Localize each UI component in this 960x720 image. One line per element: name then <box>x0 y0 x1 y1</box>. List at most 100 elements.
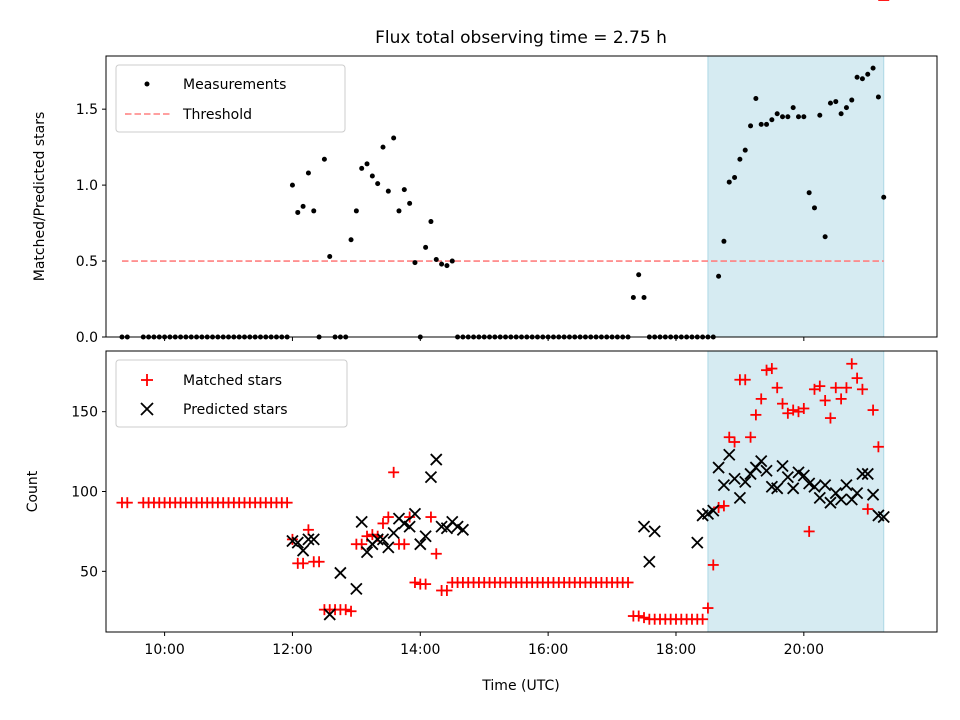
matched-star-point <box>872 441 884 453</box>
predicted-star-point <box>414 538 427 551</box>
predicted-star-point <box>712 461 725 474</box>
x-axis-label: Time (UTC) <box>481 678 559 694</box>
predicted-star-point <box>840 478 853 492</box>
x-tick-label: 20:00 <box>784 642 824 658</box>
measurement-point <box>737 156 743 162</box>
predicted-star-point <box>419 530 432 543</box>
measurement-point <box>423 244 429 250</box>
measurement-point <box>721 238 727 244</box>
predicted-star-point <box>376 533 390 546</box>
matched-star-point <box>745 431 757 443</box>
matched-star-point <box>121 497 133 509</box>
matched-star-point <box>313 556 325 568</box>
predicted-star-point <box>387 526 400 540</box>
matched-star-point <box>846 358 858 370</box>
matched-star-point <box>707 559 719 571</box>
measurement-point <box>817 112 823 118</box>
y-axis-label: Count <box>25 470 41 512</box>
measurement-point <box>327 253 333 259</box>
predicted-star-point <box>776 459 789 473</box>
measurement-point <box>849 97 855 103</box>
measurement-point <box>881 194 887 200</box>
x-tick-label: 12:00 <box>272 642 312 658</box>
predicted-star-point <box>866 488 880 501</box>
predicted-star-point <box>739 475 752 489</box>
measurement-point <box>774 111 780 117</box>
matched-star-point <box>761 364 773 376</box>
predicted-star-point <box>787 482 800 495</box>
legend-label-measurements: Measurements <box>183 77 286 93</box>
measurement-point <box>348 237 354 243</box>
predicted-star-point <box>408 507 422 520</box>
x-tick-label: 14:00 <box>400 642 440 658</box>
predicted-star-point <box>350 582 363 596</box>
x-tick-label: 10:00 <box>144 642 184 658</box>
matched-star-point <box>302 524 314 536</box>
predicted-star-point <box>808 480 821 493</box>
measurement-point <box>449 258 455 264</box>
predicted-star-point <box>856 467 869 481</box>
legend-label-threshold: Threshold <box>182 107 252 123</box>
matched-star-point <box>404 511 416 523</box>
measurement-point <box>401 187 407 193</box>
matched-star-point <box>441 584 453 596</box>
matched-star-point <box>862 503 874 515</box>
measurement-point <box>865 71 871 77</box>
measurement-point <box>843 105 849 111</box>
predicted-star-point <box>382 541 395 554</box>
matched-star-point <box>622 577 634 589</box>
matched-star-point <box>702 602 714 614</box>
measurement-point <box>726 179 732 185</box>
matched-star-point <box>713 501 725 513</box>
matched-star-point <box>755 393 767 405</box>
measurement-point <box>833 99 839 105</box>
predicted-star-points <box>286 448 890 621</box>
measurement-point <box>311 208 317 214</box>
predicted-star-point <box>637 520 651 533</box>
highlight-span <box>707 55 885 338</box>
measurement-point <box>753 96 759 102</box>
measurement-point <box>875 94 881 100</box>
measurement-point <box>732 175 738 181</box>
x-tick-label: 18:00 <box>656 642 696 658</box>
legend: Measurements Threshold <box>115 64 346 133</box>
matched-star-point <box>867 404 879 416</box>
measurement-point <box>716 273 722 279</box>
matched-star-point <box>718 500 730 512</box>
measurement-point <box>412 260 418 266</box>
predicted-star-point <box>643 555 656 568</box>
measurement-point <box>444 263 450 269</box>
legend-label-predicted: Predicted stars <box>183 402 288 418</box>
measurement-point <box>300 203 306 209</box>
predicted-star-point <box>797 469 810 482</box>
y-axis-ticks: 0.0 0.5 1.0 1.5 <box>76 102 106 346</box>
matched-star-point <box>835 393 847 405</box>
predicted-star-point <box>307 533 320 546</box>
measurement-point <box>407 200 413 206</box>
matched-star-point <box>377 517 389 529</box>
x-axis-ticks: 10:00 12:00 14:00 16:00 18:00 20:00 <box>144 632 824 658</box>
measurement-point <box>630 295 636 301</box>
measurement-point <box>375 181 381 187</box>
predicted-star-point <box>861 467 874 481</box>
matched-star-point <box>798 402 810 414</box>
matched-star-point <box>425 511 437 523</box>
measurement-point <box>636 272 642 278</box>
predicted-star-point <box>424 470 438 484</box>
measurement-point <box>439 261 445 267</box>
matched-star-point <box>830 382 842 394</box>
predicted-star-point <box>371 533 384 546</box>
matched-star-point <box>777 398 789 410</box>
matched-star-point <box>750 409 762 421</box>
matched-star-point <box>382 511 394 523</box>
matched-star-point <box>803 525 815 537</box>
measurement-point <box>385 188 391 194</box>
predicted-star-point <box>733 491 747 505</box>
matched-star-points <box>116 0 890 625</box>
measurement-point <box>380 144 386 150</box>
x-tick-label: 16:00 <box>528 642 568 658</box>
predicted-star-point <box>723 448 736 461</box>
matched-star-point <box>430 548 442 560</box>
measurement-point <box>838 111 844 117</box>
chart-title: Flux total observing time = 2.75 h <box>375 28 667 48</box>
